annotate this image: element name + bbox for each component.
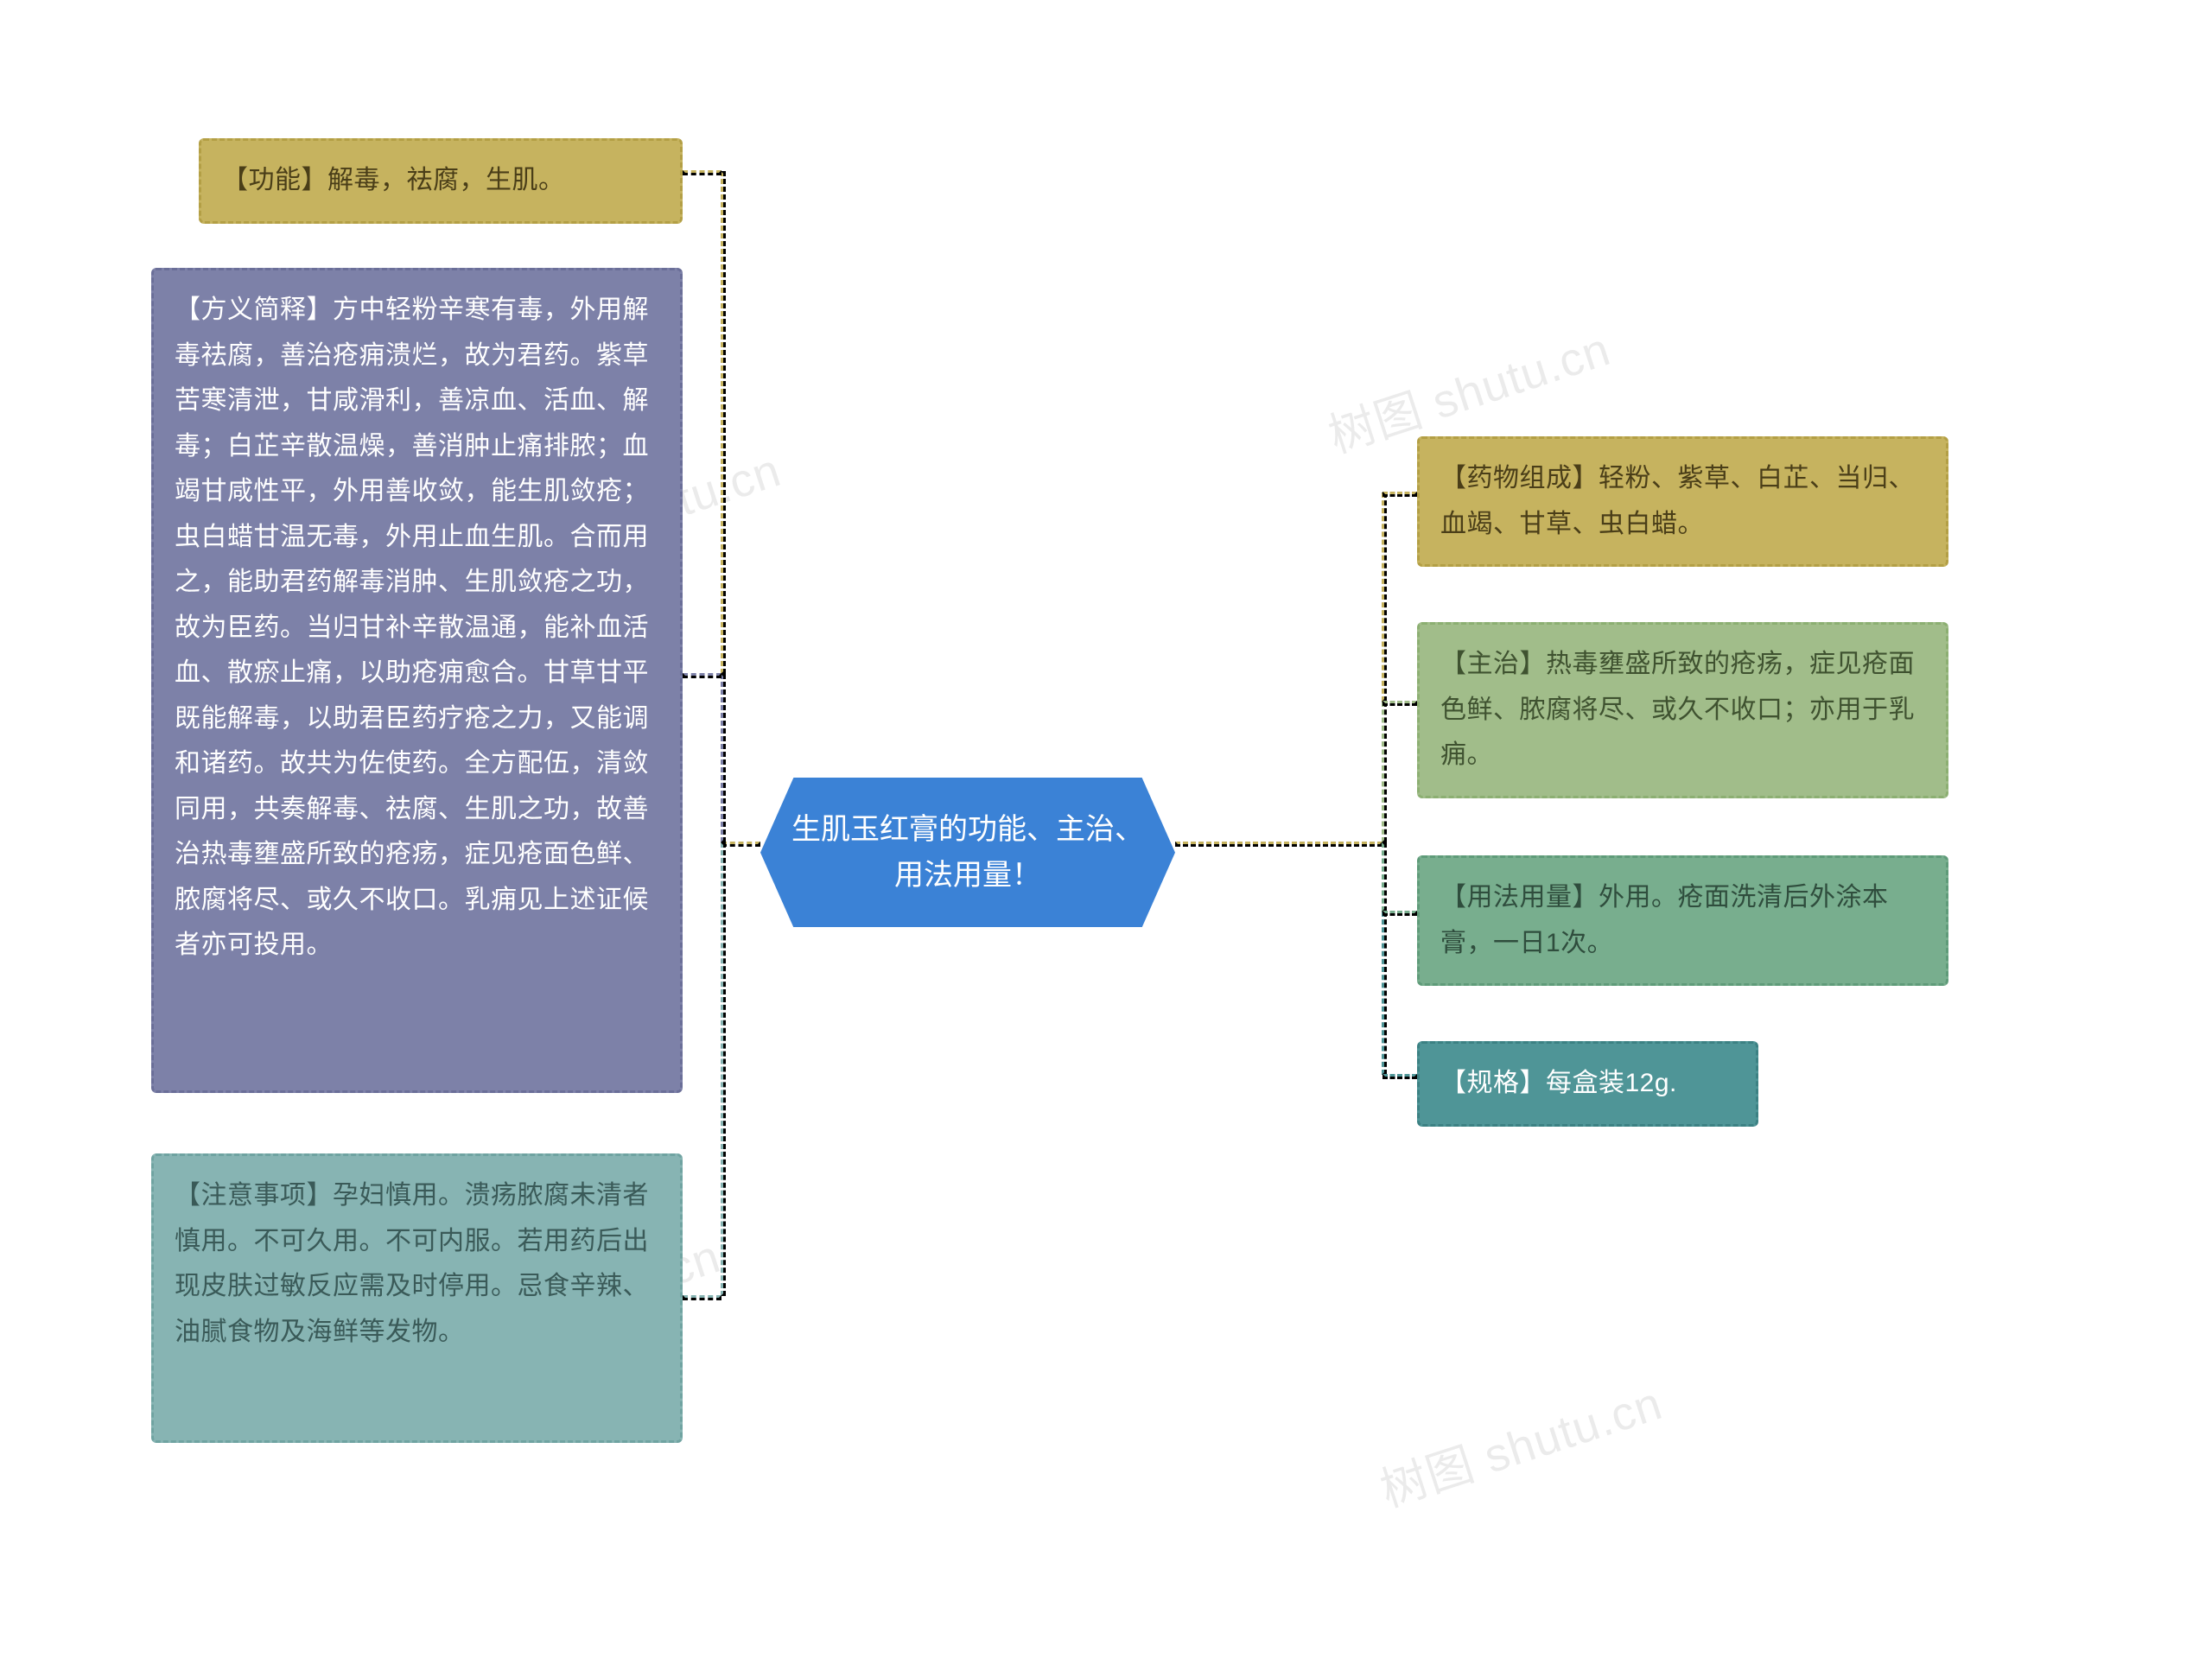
right-node-zz: 【主治】热毒壅盛所致的疮疡，症见疮面色鲜、脓腐将尽、或久不收口；亦用于乳痈。 — [1417, 622, 1948, 798]
connector-h — [683, 1295, 721, 1300]
right-node-yf: 【用法用量】外用。疮面洗清后外涂本膏，一日1次。 — [1417, 855, 1948, 986]
connector-h — [1382, 492, 1417, 497]
connector-h — [683, 673, 721, 678]
connector-v — [721, 171, 726, 674]
watermark: 树图 shutu.cn — [1370, 1365, 1669, 1521]
right-node-gg: 【规格】每盒装12g. — [1417, 1041, 1758, 1127]
left-node-zy: 【注意事项】孕妇慎用。溃疡脓腐未清者慎用。不可久用。不可内服。若用药后出现皮肤过… — [151, 1153, 683, 1443]
connector-v — [1382, 842, 1387, 912]
center-topic: 生肌玉红膏的功能、主治、用法用量！ — [760, 778, 1175, 927]
connector-h — [1175, 842, 1382, 847]
connector-h — [1382, 1074, 1417, 1079]
left-node-fy: 【方义简释】方中轻粉辛寒有毒，外用解毒祛腐，善治疮痈溃烂，故为君药。紫草苦寒清泄… — [151, 268, 683, 1093]
mindmap-canvas: 树图 shutu.cn 树图 shutu.cn 树图 shutu.cn 树图 s… — [0, 0, 2212, 1671]
connector-h — [1382, 911, 1417, 916]
connector-h — [683, 170, 721, 175]
connector-v — [721, 674, 726, 842]
left-node-fn: 【功能】解毒，祛腐，生肌。 — [199, 138, 683, 224]
connector-v — [721, 842, 726, 1296]
connector-h — [1382, 701, 1417, 706]
connector-v — [1382, 702, 1387, 842]
connector-v — [1382, 492, 1387, 702]
connector-v — [1382, 912, 1387, 1075]
connector-h — [721, 842, 760, 847]
right-node-yw: 【药物组成】轻粉、紫草、白芷、当归、血竭、甘草、虫白蜡。 — [1417, 436, 1948, 567]
